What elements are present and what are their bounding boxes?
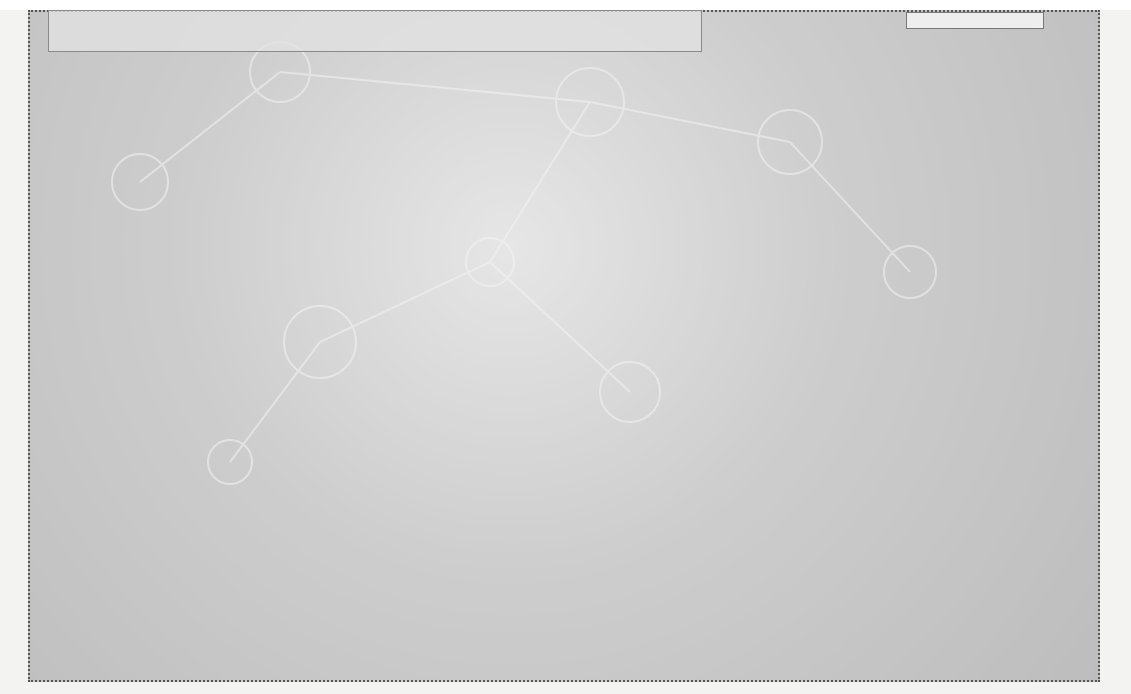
title-box	[48, 10, 702, 52]
ribbon	[0, 0, 1131, 10]
background-art	[111, 41, 937, 485]
data-button[interactable]	[906, 12, 1044, 29]
report-canvas	[28, 10, 1100, 682]
